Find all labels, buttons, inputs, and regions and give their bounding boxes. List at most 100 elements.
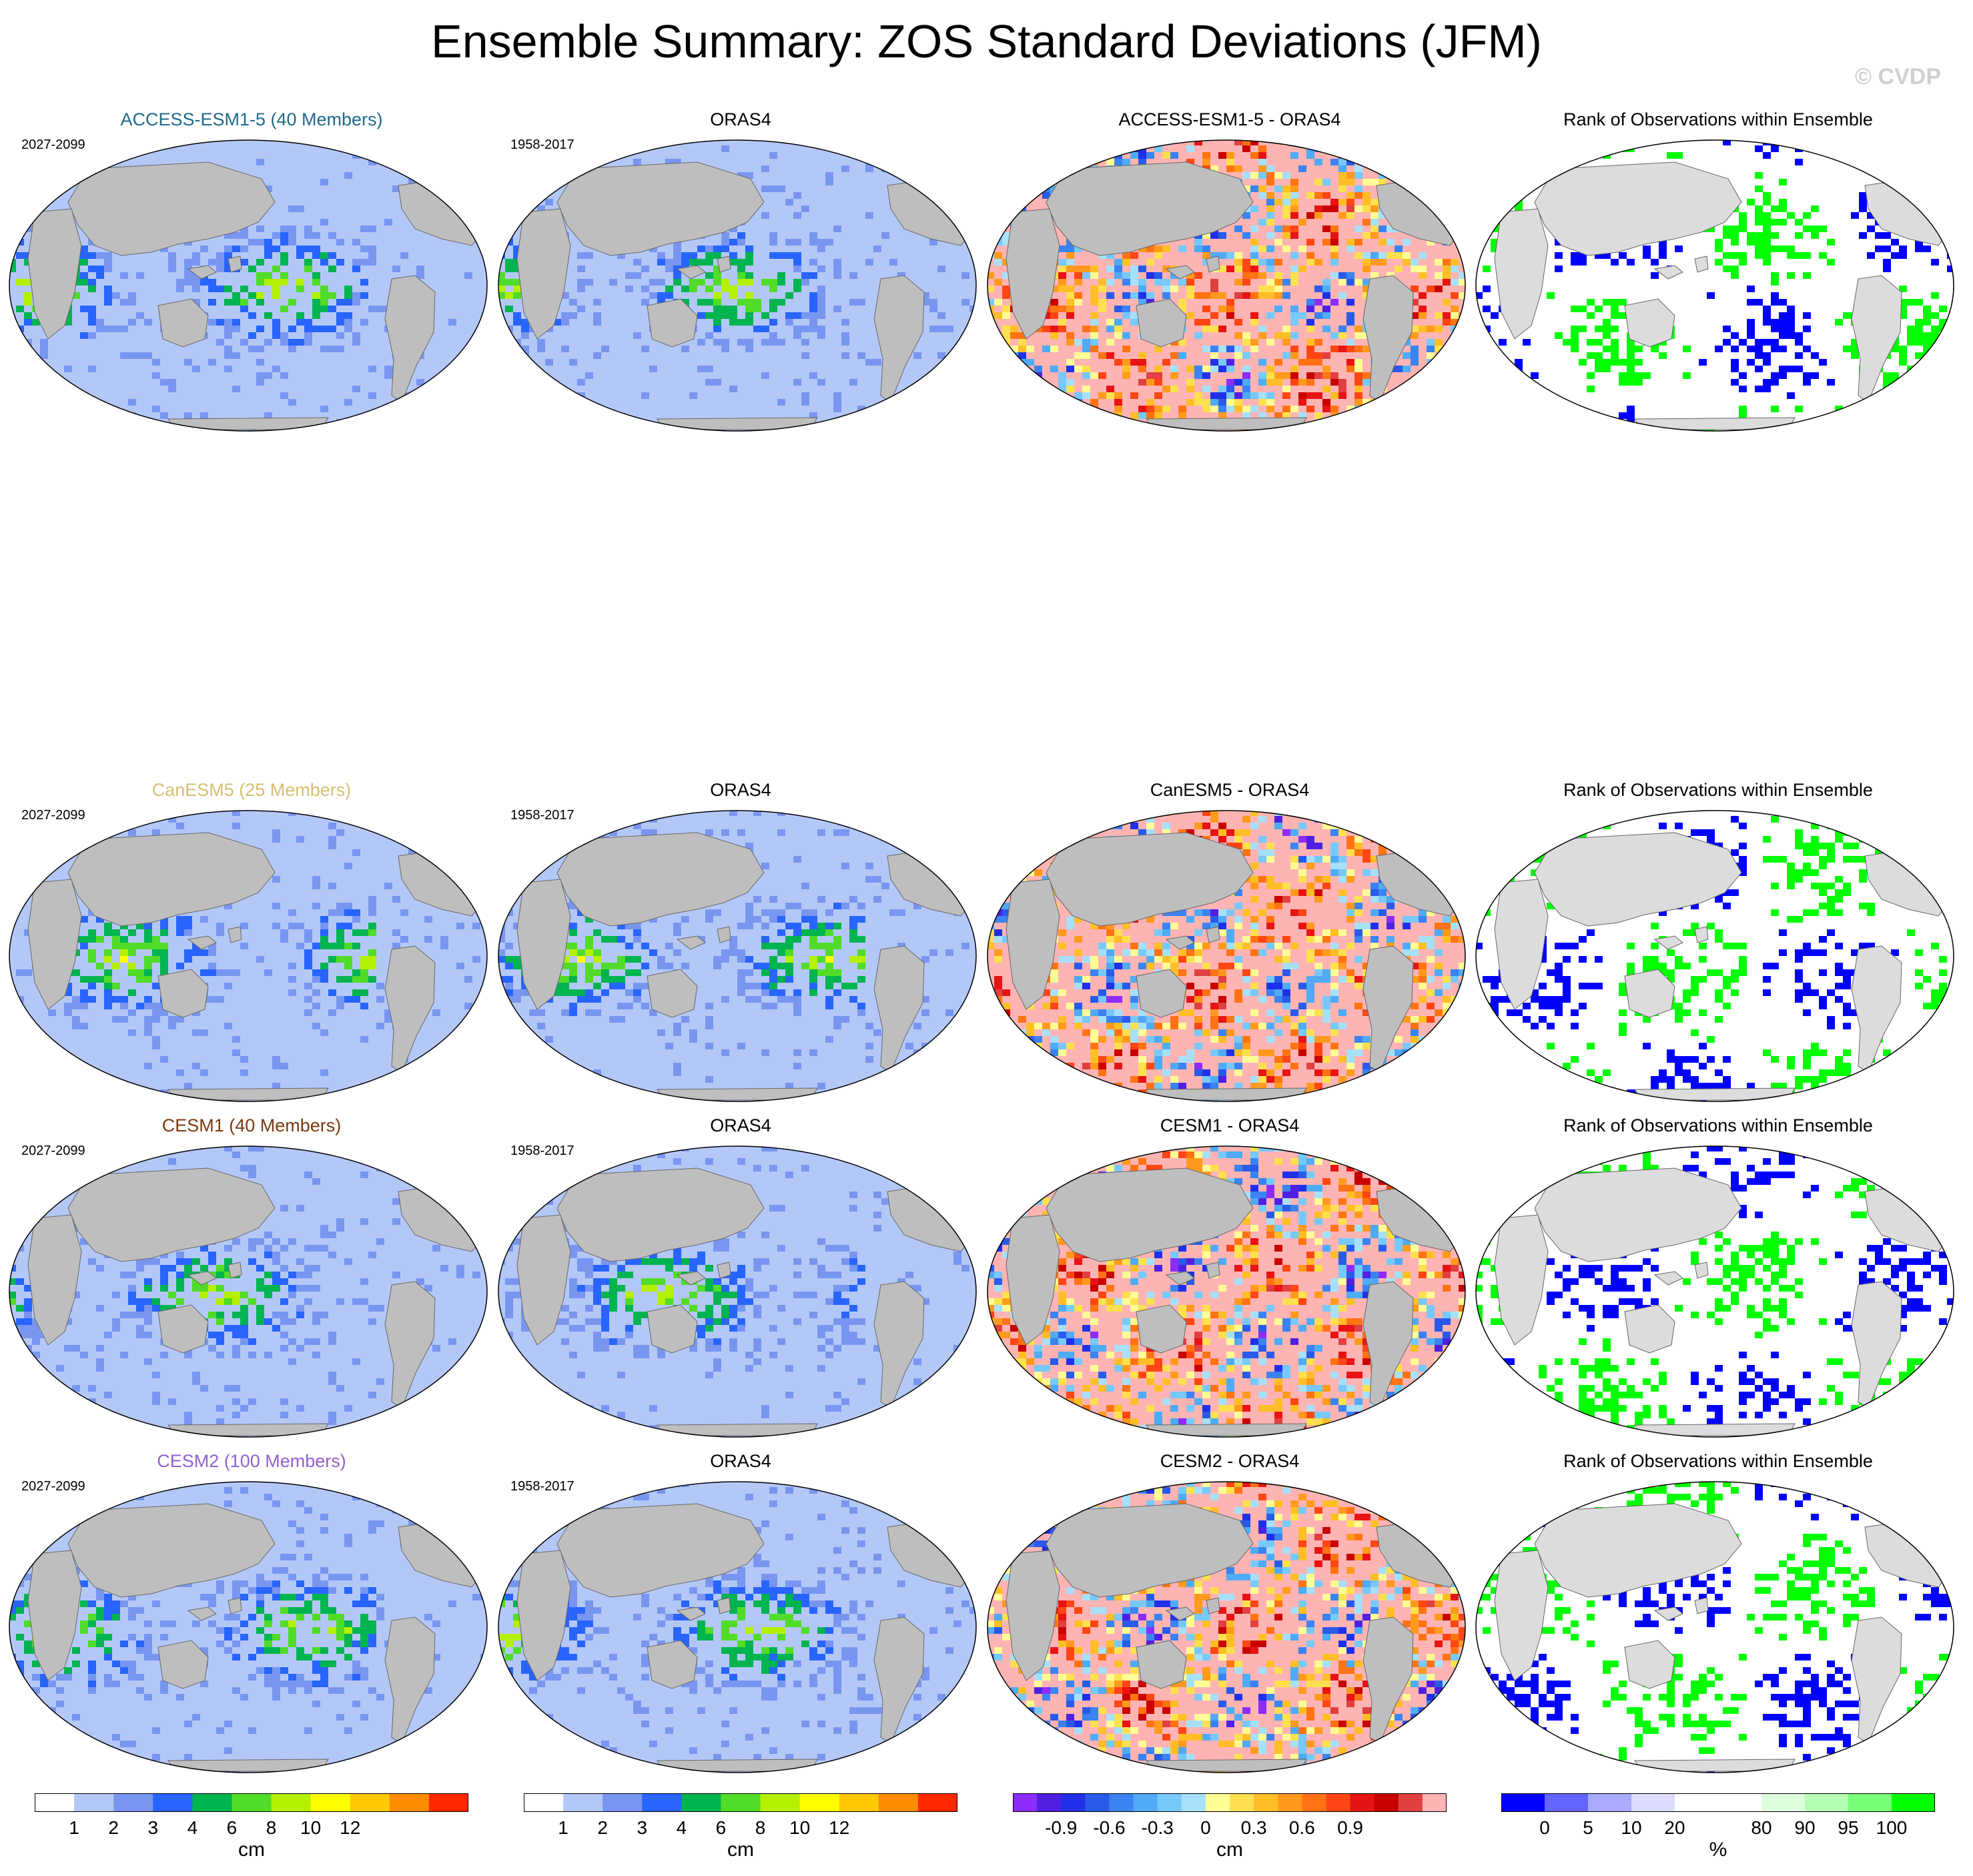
colorbar-4 bbox=[1501, 1793, 1935, 1812]
model-panel: ACCESS-ESM1-5 (40 Members) 2027-2099 bbox=[8, 108, 495, 432]
rank-panel: Rank of Observations within Ensemble bbox=[1475, 108, 1962, 432]
land-mask-7 bbox=[167, 1423, 329, 1436]
colorbar-tick-label: 20 bbox=[1664, 1817, 1685, 1838]
colorbar-swatch bbox=[428, 1793, 468, 1812]
colorbar-swatch bbox=[1205, 1793, 1230, 1812]
figure-title: Ensemble Summary: ZOS Standard Deviation… bbox=[431, 15, 1542, 67]
panel-title: ORAS4 bbox=[710, 1451, 771, 1471]
land-mask-4 bbox=[1624, 969, 1675, 1018]
panel-title: CESM2 (100 Members) bbox=[157, 1451, 346, 1471]
land-mask-5 bbox=[228, 1597, 242, 1614]
colorbar-swatch bbox=[1302, 1793, 1326, 1812]
land-mask-4 bbox=[1136, 1640, 1187, 1689]
land-mask-7 bbox=[1146, 417, 1307, 430]
panel-title: CESM1 - ORAS4 bbox=[1160, 1115, 1300, 1135]
colorbar-2 bbox=[524, 1793, 957, 1812]
globe-map-rank bbox=[1475, 1145, 1954, 1438]
diff-panel: CanESM5 - ORAS4 bbox=[986, 779, 1473, 1103]
land-mask-5 bbox=[717, 1262, 731, 1279]
globe-map-std bbox=[9, 1481, 488, 1773]
land-mask-7 bbox=[1634, 1423, 1796, 1436]
colorbar-swatch bbox=[1037, 1793, 1062, 1812]
land-mask-6 bbox=[187, 1606, 217, 1621]
land-mask-6 bbox=[1653, 265, 1683, 280]
globe-outline bbox=[9, 810, 488, 1102]
globe-map-diff bbox=[987, 810, 1466, 1102]
land-mask-3 bbox=[1006, 1214, 1060, 1346]
land-mask-1 bbox=[1851, 1281, 1902, 1409]
land-mask-3 bbox=[1006, 1550, 1060, 1681]
land-mask-7 bbox=[167, 1759, 329, 1772]
land-mask-7 bbox=[167, 1087, 329, 1101]
land-mask-4 bbox=[1136, 1304, 1187, 1354]
colorbar-swatch bbox=[350, 1793, 390, 1812]
colorbar-swatch bbox=[1805, 1793, 1849, 1812]
land-mask-6 bbox=[1653, 1271, 1683, 1286]
colorbar-tick-label: 0.3 bbox=[1240, 1817, 1267, 1838]
panel-title: Rank of Observations within Ensemble bbox=[1563, 1451, 1873, 1471]
globe-outline bbox=[1475, 1481, 1954, 1773]
land-mask-7 bbox=[1634, 417, 1796, 430]
colorbar-tick-label: 6 bbox=[226, 1817, 238, 1838]
colorbar-tick-label: 0 bbox=[1200, 1817, 1211, 1838]
colorbar-1 bbox=[35, 1793, 468, 1812]
colorbar-units: % bbox=[1709, 1839, 1727, 1861]
land-mask-2 bbox=[1534, 832, 1742, 927]
land-mask-1 bbox=[1362, 275, 1414, 403]
land-mask-6 bbox=[676, 265, 706, 280]
land-mask-5 bbox=[228, 1262, 242, 1279]
rank-panel: Rank of Observations within Ensemble bbox=[1475, 779, 1962, 1103]
land-mask-7 bbox=[657, 1087, 818, 1101]
land-mask-2 bbox=[67, 161, 276, 256]
land-mask-3 bbox=[27, 1214, 82, 1346]
land-mask-2 bbox=[556, 161, 765, 256]
land-mask-5 bbox=[1694, 1597, 1709, 1614]
colorbar-swatch bbox=[1350, 1793, 1375, 1812]
colorbar-swatch bbox=[1326, 1793, 1351, 1812]
colorbar-swatch bbox=[1892, 1793, 1935, 1812]
globe-outline bbox=[9, 139, 488, 432]
land-mask-1 bbox=[1362, 1616, 1414, 1745]
colorbar-swatch bbox=[74, 1793, 114, 1812]
land-mask-4 bbox=[1136, 298, 1187, 348]
land-mask-6 bbox=[676, 1606, 706, 1621]
globe-outline bbox=[987, 810, 1466, 1102]
land-mask-4 bbox=[647, 1640, 698, 1689]
panel-title: Rank of Observations within Ensemble bbox=[1563, 109, 1873, 129]
globe-map-std bbox=[9, 1145, 488, 1438]
globe-outline bbox=[987, 1145, 1466, 1438]
colorbar-tick-label: 3 bbox=[637, 1817, 648, 1838]
colorbar-tick-label: 1 bbox=[69, 1817, 79, 1838]
land-mask-5 bbox=[717, 926, 731, 943]
colorbar-tick-label: 80 bbox=[1751, 1817, 1772, 1838]
colorbar-swatch bbox=[1061, 1793, 1086, 1812]
globe-outline bbox=[9, 1481, 488, 1773]
globe-outline bbox=[987, 1481, 1466, 1773]
land-mask-1 bbox=[384, 1281, 436, 1409]
land-mask-5 bbox=[1206, 256, 1220, 273]
colorbar-tick-label: 8 bbox=[755, 1817, 766, 1838]
globe-outline bbox=[1475, 1145, 1954, 1438]
colorbar-swatch bbox=[1181, 1793, 1206, 1812]
colorbar-swatch bbox=[35, 1793, 75, 1812]
land-mask-5 bbox=[228, 926, 242, 943]
panel-years: 1958-2017 bbox=[510, 137, 574, 152]
colorbar-swatch bbox=[1230, 1793, 1254, 1812]
land-mask-6 bbox=[676, 1271, 706, 1286]
colorbar-tick-label: -0.6 bbox=[1093, 1817, 1126, 1838]
rank-panel: Rank of Observations within Ensemble bbox=[1475, 1114, 1962, 1438]
land-mask-4 bbox=[647, 969, 698, 1018]
colorbar-swatch bbox=[1718, 1793, 1762, 1812]
land-mask-3 bbox=[516, 208, 571, 340]
land-mask-7 bbox=[1146, 1423, 1307, 1436]
land-mask-3 bbox=[1494, 1550, 1549, 1681]
land-mask-2 bbox=[556, 832, 765, 927]
globe-map-std bbox=[498, 810, 977, 1102]
obs-panel: ORAS4 1958-2017 bbox=[497, 779, 984, 1103]
colorbar-swatch bbox=[232, 1793, 272, 1812]
panel-years: 2027-2099 bbox=[21, 808, 85, 823]
colorbar-tick-label: 0.6 bbox=[1288, 1817, 1315, 1838]
land-mask-4 bbox=[157, 298, 209, 348]
colorbar-tick-label: 10 bbox=[789, 1817, 811, 1838]
colorbar-tick-label: 1 bbox=[558, 1817, 568, 1838]
